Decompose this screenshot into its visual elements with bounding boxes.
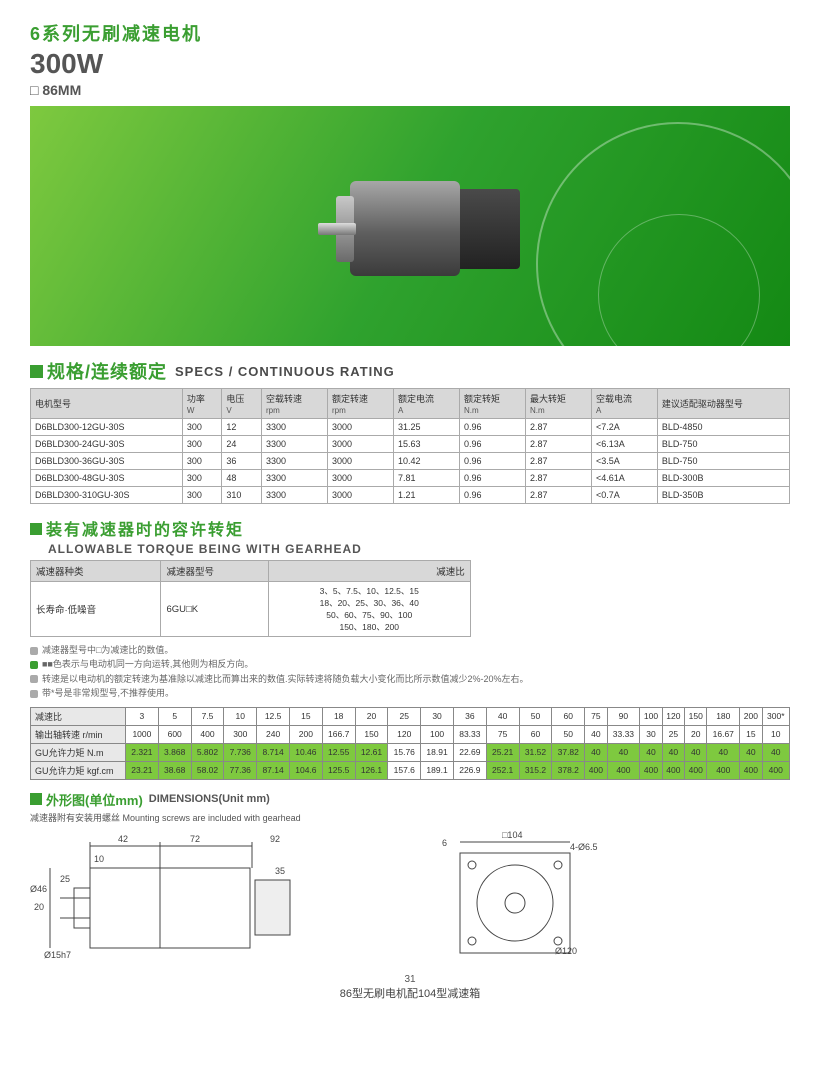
table-row: D6BLD300-310GU-30S300310330030001.210.96…: [31, 487, 790, 504]
spec-col: 空载转速rpm: [262, 389, 328, 419]
gear-cell-2: 3、5、7.5、10、12.5、15 18、20、25、30、36、40 50、…: [268, 582, 470, 637]
dim-l42: 42: [118, 834, 128, 844]
spec-col: 额定电流A: [393, 389, 459, 419]
watt-title: 300W: [30, 48, 790, 80]
dim-sq104: □104: [502, 830, 522, 840]
table-row: D6BLD300-12GU-30S300123300300031.250.962…: [31, 419, 790, 436]
spec-table: 电机型号功率W电压V空载转速rpm额定转速rpm额定电流A额定转矩N.m最大转矩…: [30, 388, 790, 504]
dim-shaft: Ø15h7: [44, 950, 71, 960]
gear-col-1: 减速器型号: [161, 561, 268, 582]
dim-title-en: DIMENSIONS(Unit mm): [149, 793, 270, 805]
size-title: □ 86MM: [30, 82, 790, 98]
series-title: 6系列无刷减速电机: [30, 20, 790, 46]
spec-col: 电机型号: [31, 389, 183, 419]
dim-l20: 20: [34, 902, 44, 912]
note-line: ■■色表示与电动机同一方向运转,其他则为相反方向。: [30, 657, 790, 671]
section-bullet-icon: [30, 793, 42, 805]
dim-holes: 4-Ø6.5: [570, 842, 598, 852]
dim-d46: Ø46: [30, 884, 47, 894]
dim-l92: 92: [270, 834, 280, 844]
page-number: 31: [30, 974, 790, 985]
section-bullet-icon: [30, 365, 43, 378]
note-line: 带*号是非常规型号,不推荐使用。: [30, 686, 790, 700]
motor-illustration: [280, 151, 540, 301]
table-row: D6BLD300-36GU-30S300363300300010.420.962…: [31, 453, 790, 470]
gear-col-0: 减速器种类: [31, 561, 161, 582]
spec-col: 建议适配驱动器型号: [657, 389, 789, 419]
section-bullet-icon: [30, 523, 42, 535]
dim-l72: 72: [190, 834, 200, 844]
spec-col: 最大转矩N.m: [525, 389, 591, 419]
spec-col: 额定转矩N.m: [459, 389, 525, 419]
spec-col: 电压V: [222, 389, 262, 419]
spec-title-en: SPECS / CONTINUOUS RATING: [175, 364, 395, 379]
dim-l10: 10: [94, 854, 104, 864]
torque-title-cn: 装有减速器时的容许转矩: [46, 516, 244, 540]
table-row: D6BLD300-48GU-30S30048330030007.810.962.…: [31, 470, 790, 487]
ratio-table: 减速比357.51012.515182025303640506075901001…: [30, 707, 790, 780]
table-row: 减速比357.51012.515182025303640506075901001…: [31, 707, 790, 725]
table-row: GU允许力矩 kgf.cm23.2138.6858.0277.3687.1410…: [31, 761, 790, 779]
table-row: D6BLD300-24GU-30S300243300300015.630.962…: [31, 436, 790, 453]
dim-l6: 6: [442, 838, 447, 848]
spec-col: 功率W: [182, 389, 222, 419]
torque-title-en: ALLOWABLE TORQUE BEING WITH GEARHEAD: [48, 542, 790, 556]
gear-cell-0: 长寿命·低噪音: [31, 582, 161, 637]
spec-col: 空载电流A: [591, 389, 657, 419]
hero-image: [30, 106, 790, 346]
gear-cell-1: 6GU□K: [161, 582, 268, 637]
note-line: 转速是以电动机的额定转速为基准除以减速比而算出来的数值.实际转速将随负载大小变化…: [30, 672, 790, 686]
spec-col: 额定转速rpm: [328, 389, 394, 419]
dim-title-cn: 外形图(单位mm): [46, 790, 143, 809]
dim-l25: 25: [60, 874, 70, 884]
dim-d120: Ø120: [555, 946, 577, 956]
footer-text: 86型无刷电机配104型减速箱: [30, 985, 790, 1001]
dim-l35: 35: [275, 866, 285, 876]
gearhead-table: 减速器种类 减速器型号 减速比 长寿命·低噪音 6GU□K 3、5、7.5、10…: [30, 560, 471, 637]
spec-title-cn: 规格/连续额定: [47, 358, 167, 384]
table-row: 输出轴转速 r/min1000600400300240200166.715012…: [31, 725, 790, 743]
dimension-drawings: 42 72 92 10 35 25 20 Ø46 Ø15h7 6 □104 4-…: [30, 828, 790, 968]
table-row: GU允许力矩 N.m2.3213.8685.8027.7368.71410.46…: [31, 743, 790, 761]
notes-block: 减速器型号中□为减速比的数值。■■色表示与电动机同一方向运转,其他则为相反方向。…: [30, 643, 790, 701]
gear-col-2: 减速比: [268, 561, 470, 582]
dim-note: 减速器附有安装用螺丝 Mounting screws are included …: [30, 811, 790, 824]
note-line: 减速器型号中□为减速比的数值。: [30, 643, 790, 657]
